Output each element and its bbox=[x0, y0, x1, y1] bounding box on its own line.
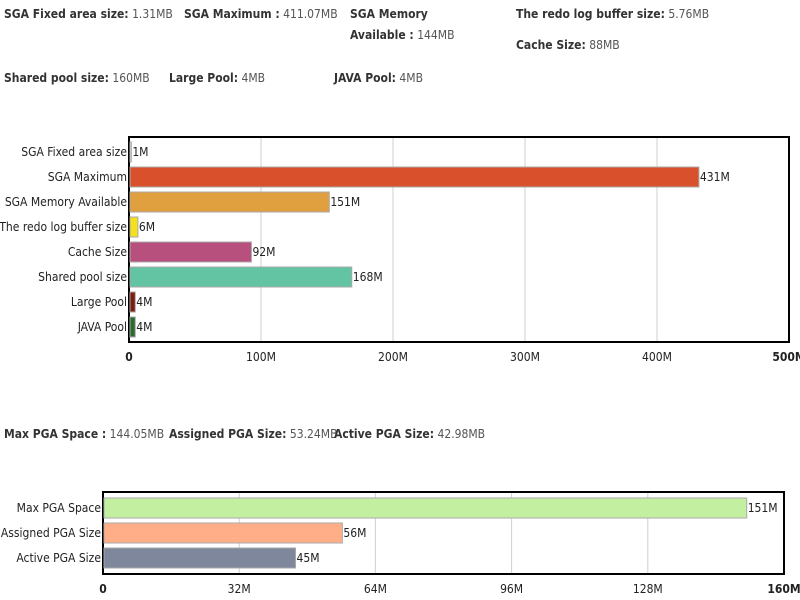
category-label: Shared pool size bbox=[38, 270, 127, 284]
stat-label: SGA Memory Available : bbox=[350, 7, 428, 42]
tick-label: 0 bbox=[99, 582, 107, 596]
category-label: SGA Memory Available bbox=[5, 195, 128, 209]
stat-value: 1.31MB bbox=[132, 7, 173, 21]
stat-active-pga: Active PGA Size: 42.98MB bbox=[334, 424, 485, 445]
data-label: 151M bbox=[748, 501, 778, 515]
tick-label: 200M bbox=[378, 350, 408, 364]
stat-value: 53.24MB bbox=[289, 427, 338, 441]
stat-max-pga: Max PGA Space : 144.05MB bbox=[4, 424, 164, 445]
stat-sga-memory-available: SGA Memory Available : 144MB bbox=[350, 4, 485, 46]
bar bbox=[103, 522, 343, 544]
data-label: 431M bbox=[700, 170, 730, 184]
stat-label: SGA Maximum : bbox=[184, 7, 280, 21]
category-label: JAVA Pool bbox=[77, 320, 127, 334]
bar bbox=[103, 547, 297, 569]
stat-label: Large Pool: bbox=[169, 71, 239, 85]
category-label: Max PGA Space bbox=[17, 501, 102, 515]
category-label: Large Pool bbox=[71, 295, 127, 309]
tick-label: 64M bbox=[364, 582, 387, 596]
data-label: 4M bbox=[136, 320, 152, 334]
category-label: The redo log buffer size bbox=[0, 220, 127, 234]
stat-label: Assigned PGA Size: bbox=[169, 427, 287, 441]
data-label: 92M bbox=[252, 245, 275, 259]
stat-value: 4MB bbox=[399, 71, 423, 85]
bar bbox=[129, 241, 252, 263]
stat-label: Shared pool size: bbox=[4, 71, 109, 85]
stat-label: Max PGA Space : bbox=[4, 427, 107, 441]
bar bbox=[129, 166, 700, 188]
bar bbox=[129, 266, 353, 288]
stat-value: 5.76MB bbox=[668, 7, 710, 21]
stat-value: 144.05MB bbox=[109, 427, 165, 441]
category-label: Assigned PGA Size bbox=[1, 526, 101, 540]
stat-sga-fixed-area: SGA Fixed area size: 1.31MB bbox=[4, 4, 173, 25]
plot-frame bbox=[128, 136, 790, 343]
stat-assigned-pga: Assigned PGA Size: 53.24MB bbox=[169, 424, 337, 445]
data-label: 151M bbox=[330, 195, 360, 209]
bar bbox=[129, 316, 136, 338]
data-label: 1M bbox=[132, 145, 148, 159]
stat-label: JAVA Pool: bbox=[334, 71, 396, 85]
stat-value: 411.07MB bbox=[283, 7, 338, 21]
data-label: 4M bbox=[136, 295, 152, 309]
tick-label: 128M bbox=[633, 582, 663, 596]
stat-label: SGA Fixed area size: bbox=[4, 7, 129, 21]
category-label: Active PGA Size bbox=[16, 551, 101, 565]
stat-redo-log-buffer: The redo log buffer size: 5.76MB bbox=[516, 4, 709, 25]
stat-value: 42.98MB bbox=[437, 427, 486, 441]
bar bbox=[129, 141, 132, 163]
stat-value: 144MB bbox=[417, 28, 455, 42]
bar bbox=[129, 291, 136, 313]
stat-cache-size: Cache Size: 88MB bbox=[516, 35, 620, 56]
tick-label: 0 bbox=[125, 350, 133, 364]
stat-value: 4MB bbox=[241, 71, 266, 85]
tick-label: 300M bbox=[510, 350, 540, 364]
stat-label: The redo log buffer size: bbox=[516, 7, 665, 21]
bar bbox=[129, 216, 139, 238]
stat-large-pool: Large Pool: 4MB bbox=[169, 68, 265, 89]
category-label: SGA Maximum bbox=[48, 170, 127, 184]
stat-label: Cache Size: bbox=[516, 38, 586, 52]
data-label: 168M bbox=[353, 270, 383, 284]
plot-frame bbox=[102, 491, 785, 575]
stat-java-pool: JAVA Pool: 4MB bbox=[334, 68, 423, 89]
tick-label: 96M bbox=[500, 582, 523, 596]
data-label: 45M bbox=[297, 551, 320, 565]
tick-label: 400M bbox=[642, 350, 672, 364]
tick-label: 160M bbox=[767, 582, 800, 596]
bar bbox=[103, 497, 748, 519]
category-label: Cache Size bbox=[68, 245, 128, 259]
data-label: 6M bbox=[139, 220, 155, 234]
bar bbox=[129, 191, 330, 213]
data-label: 56M bbox=[343, 526, 366, 540]
category-label: SGA Fixed area size bbox=[21, 145, 127, 159]
tick-label: 32M bbox=[228, 582, 251, 596]
stat-value: 88MB bbox=[589, 38, 620, 52]
stat-sga-maximum: SGA Maximum : 411.07MB bbox=[184, 4, 338, 25]
tick-label: 100M bbox=[246, 350, 276, 364]
stat-value: 160MB bbox=[112, 71, 150, 85]
stat-shared-pool: Shared pool size: 160MB bbox=[4, 68, 150, 89]
stat-label: Active PGA Size: bbox=[334, 427, 435, 441]
